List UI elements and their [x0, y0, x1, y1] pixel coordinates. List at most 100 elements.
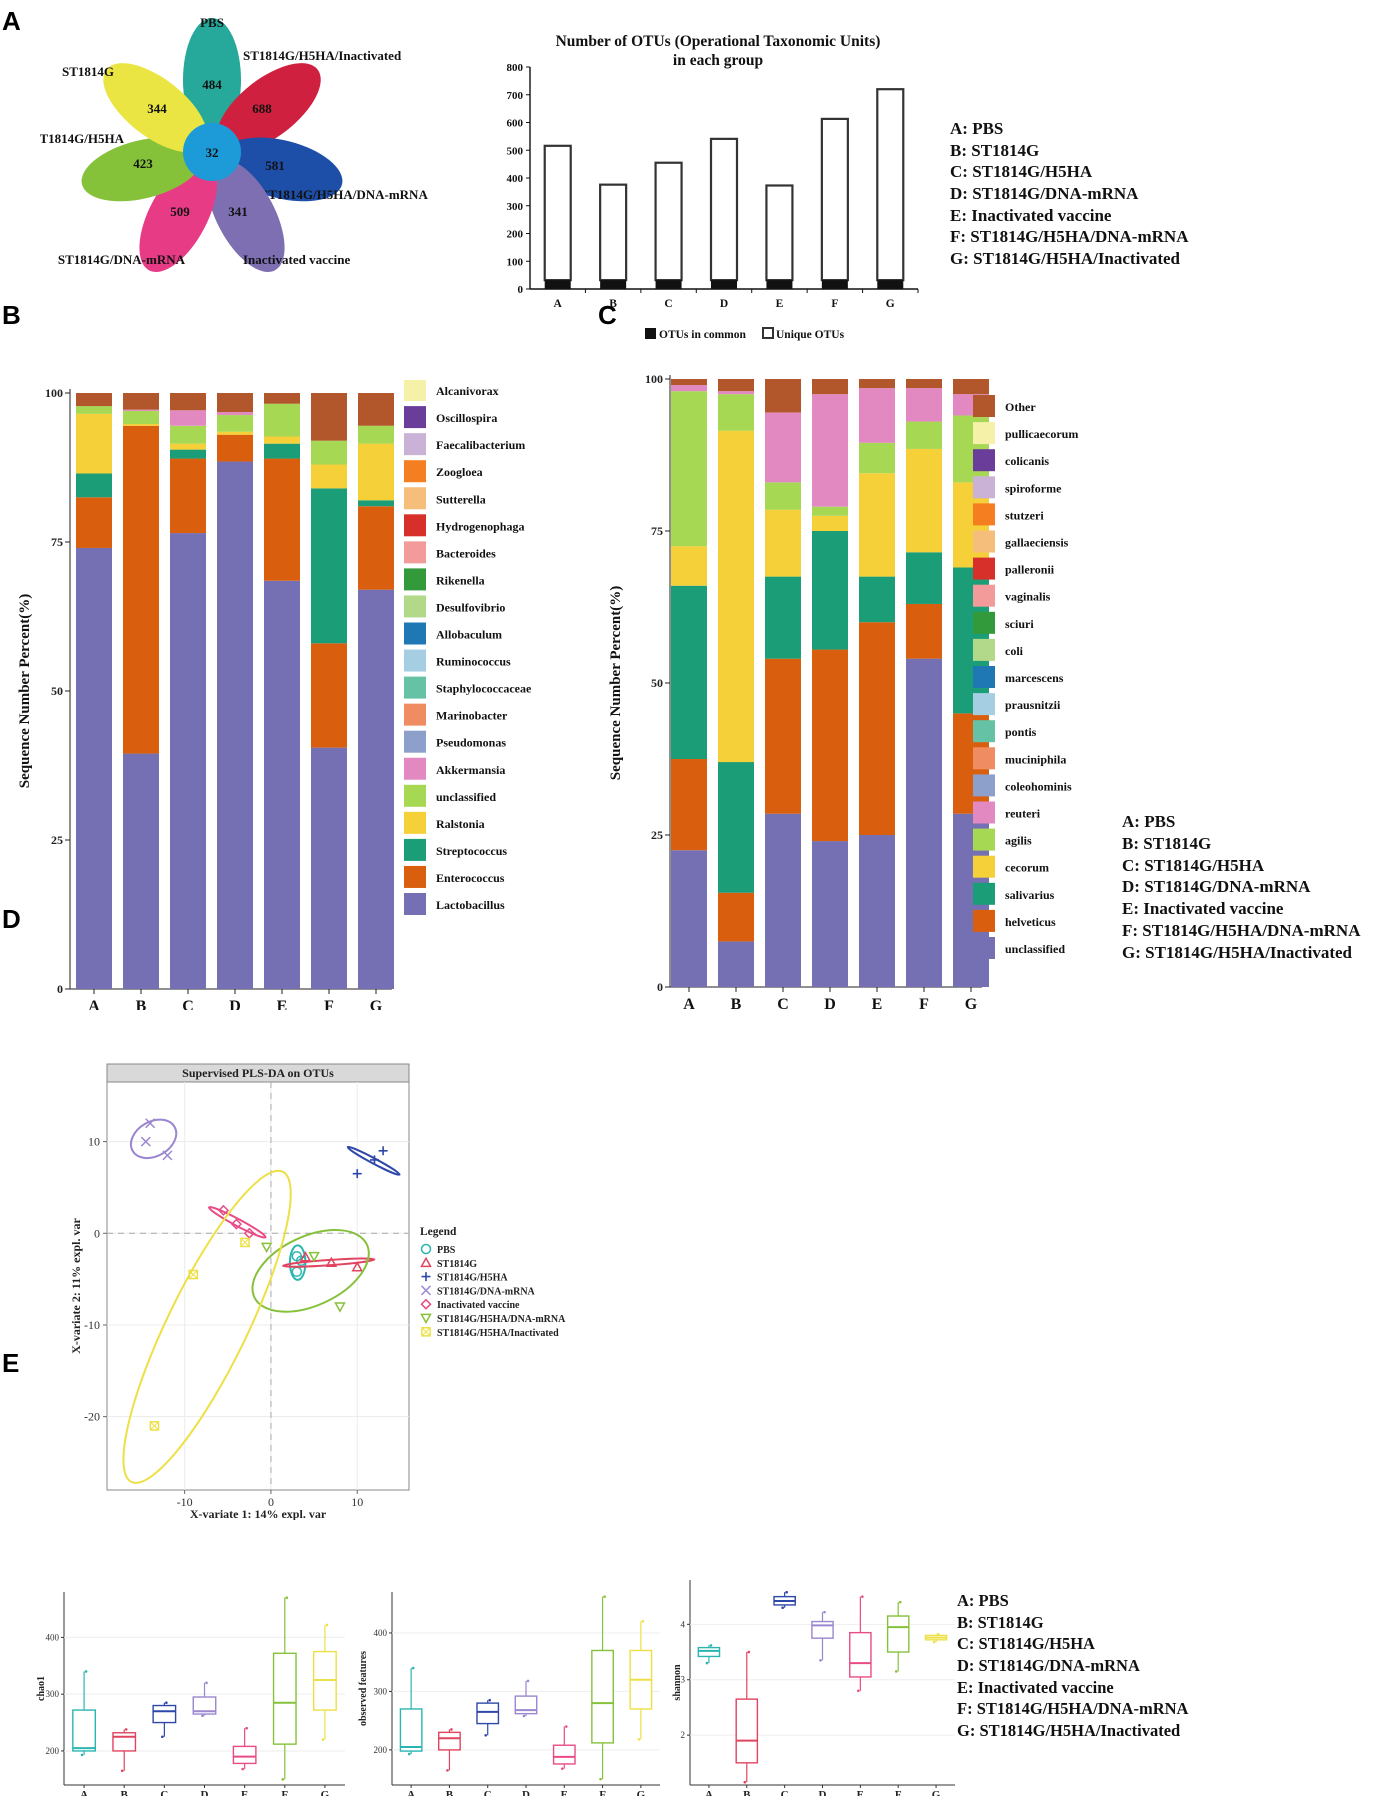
bar-segment [906, 388, 942, 422]
box [886, 1615, 910, 1653]
y-axis-label: Sequence Number Percent(%) [608, 586, 624, 780]
sample-dot [325, 1623, 329, 1627]
legend-title: Legend [420, 1226, 457, 1238]
bar-segment [217, 393, 253, 413]
legend-label: unclassified [1005, 942, 1065, 956]
box [72, 1709, 97, 1752]
sample-dot [407, 1752, 411, 1756]
venn-petal-label: Inactivated vaccine [243, 252, 350, 267]
group-key-line: G: ST1814G/H5HA/Inactivated [950, 249, 1180, 269]
legend-label: Enterococcus [436, 871, 505, 885]
group-key-line: E: Inactivated vaccine [957, 1677, 1114, 1697]
legend-label: Rikenella [436, 573, 485, 587]
bar-common [766, 280, 793, 289]
y-tick-label: 400 [507, 173, 524, 185]
legend-label: marcescens [1005, 671, 1064, 685]
group-key-line: F: ST1814G/H5HA/DNA-mRNA [950, 227, 1189, 247]
legend-swatch-common [645, 328, 656, 339]
y-axis-label: Sequence Number Percent(%) [17, 594, 33, 788]
venn-petal [81, 137, 203, 202]
bar-segment [859, 473, 895, 577]
y-tick-label: 25 [651, 828, 663, 842]
legend-swatch [404, 380, 426, 402]
y-tick-label: -10 [84, 1318, 100, 1332]
sample-dot [785, 1590, 788, 1594]
legend-label: pontis [1005, 725, 1037, 739]
bar-unique [765, 184, 794, 282]
legend-label: vaginalis [1005, 590, 1051, 604]
y-axis-label: X-variate 2: 11% expl. var [69, 1218, 83, 1354]
bar-segment [812, 506, 848, 516]
box [232, 1745, 257, 1765]
box [591, 1649, 614, 1744]
bar-common [544, 280, 571, 289]
sample-point [162, 1150, 173, 1161]
box [152, 1704, 177, 1724]
legend-swatch [973, 503, 995, 526]
sample-dot [161, 1735, 164, 1739]
bar-segment [812, 649, 848, 842]
x-tick-label: E [776, 298, 784, 310]
legend-label: colicanis [1005, 454, 1049, 468]
y-tick-label: 200 [374, 1745, 388, 1755]
chart-title: in each group [673, 52, 763, 69]
legend-label: helveticus [1005, 915, 1056, 929]
y-axis-label: shannon [672, 1664, 683, 1701]
plot-title-strip [106, 1063, 410, 1083]
confidence-ellipse [208, 1205, 267, 1239]
y-tick-label: 2 [681, 1730, 686, 1740]
venn-petal-label: ST1814G/H5HA [40, 131, 125, 146]
x-tick-label: B [121, 1789, 129, 1796]
x-tick-label: F [281, 1789, 288, 1796]
group-key-line: B: ST1814G [950, 140, 1040, 160]
y-tick-label: 3 [681, 1675, 686, 1685]
y-tick-label: 400 [46, 1632, 60, 1642]
panel-label-c: C [598, 300, 617, 330]
x-tick-label: C [781, 1789, 789, 1796]
box [811, 1620, 834, 1639]
legend-swatch [973, 611, 995, 634]
legend-label: ST1814G/H5HA/Inactivated [437, 1328, 559, 1339]
venn-flower-diagram: 484 PBS 688 ST1814G/H5HA/Inactivated 581 ST18… [40, 15, 428, 272]
y-tick-label: 700 [507, 90, 524, 102]
legend-label: ST1814G/H5HA/DNA-mRNA [437, 1314, 566, 1325]
bar-segment [76, 406, 112, 414]
legend-label: Sutterella [436, 492, 486, 506]
x-tick-label: G [637, 1789, 646, 1796]
box [735, 1698, 759, 1764]
legend-swatch [404, 784, 426, 807]
bar-segment [264, 436, 300, 444]
sample-dot [743, 1780, 747, 1784]
bar-segment [765, 412, 801, 483]
sample-dot [321, 1738, 325, 1741]
venn-petal-label: ST1814G/H5HA/Inactivated [243, 48, 402, 63]
bar-segment [76, 547, 112, 989]
x-tick-label: D [229, 998, 241, 1010]
x-tick-label: F [831, 298, 838, 310]
legend-label: Ruminococcus [436, 655, 511, 669]
group-key-line: E: Inactivated vaccine [1122, 899, 1284, 919]
y-tick-label: 0 [94, 1226, 100, 1240]
x-tick-label: C [777, 996, 789, 1010]
sample-dot [603, 1595, 606, 1598]
y-tick-label: 100 [507, 256, 524, 268]
sample-dot [861, 1595, 864, 1598]
sample-point [352, 1169, 362, 1179]
sample-dot [823, 1610, 826, 1614]
sample-dot [857, 1689, 860, 1693]
bar-segment [906, 552, 942, 604]
group-key-line: C: ST1814G/H5HA [1122, 855, 1265, 875]
y-axis-label: chao1 [36, 1676, 47, 1701]
bar-segment [170, 410, 206, 426]
x-tick-label: E [872, 996, 883, 1010]
legend-label: reuteri [1005, 807, 1041, 821]
venn-petal-value: 581 [265, 158, 285, 173]
bar-segment [906, 603, 942, 659]
legend-swatch [404, 514, 426, 537]
bar-segment [812, 379, 848, 395]
bar-segment [859, 835, 895, 987]
legend-label: Faecalibacterium [436, 438, 525, 452]
bar-unique [543, 144, 572, 282]
x-tick-label: G [965, 996, 978, 1010]
venn-petal-label: ST1814G [62, 64, 114, 79]
